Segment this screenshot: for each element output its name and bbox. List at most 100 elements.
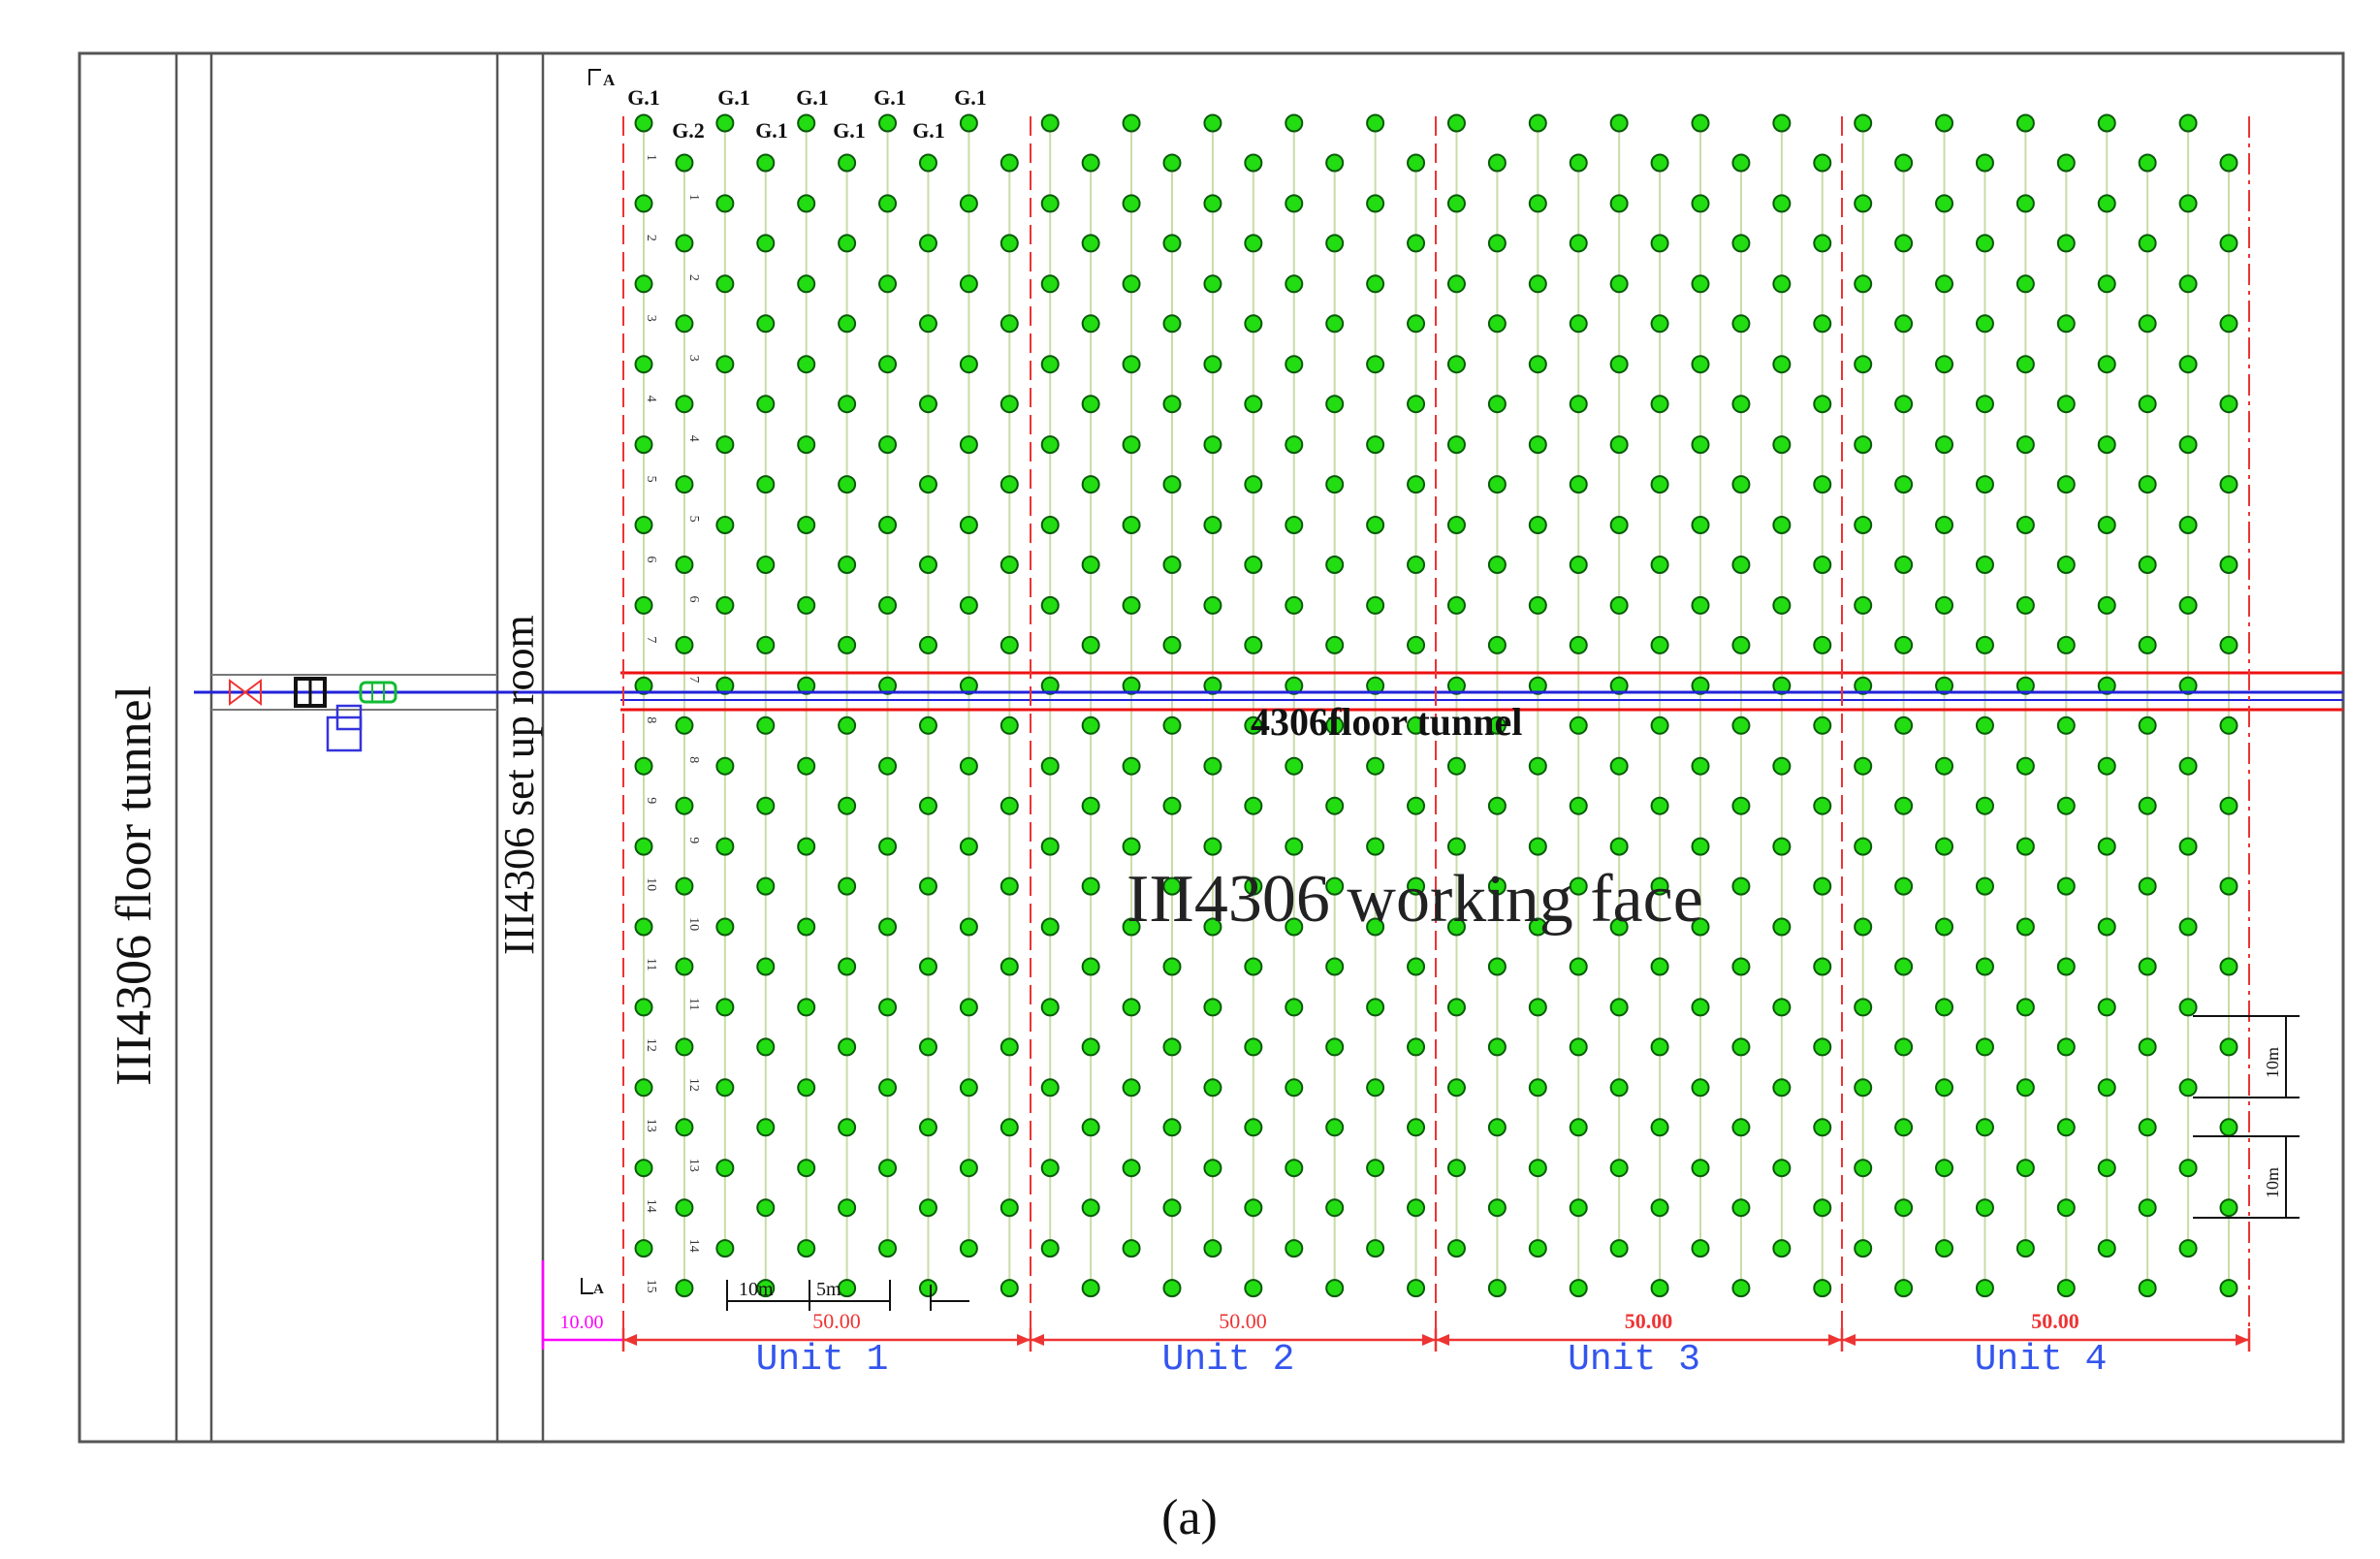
borehole-point	[2097, 1239, 2116, 1258]
borehole-point	[1569, 556, 1588, 574]
borehole-point	[1203, 274, 1222, 294]
borehole-point	[1854, 837, 1873, 856]
borehole-point	[756, 957, 776, 976]
borehole-point	[1894, 395, 1914, 414]
borehole-point	[1325, 1118, 1345, 1137]
borehole-point	[1122, 435, 1141, 455]
borehole-point	[1569, 1037, 1588, 1057]
borehole-point	[1366, 1159, 1385, 1178]
borehole-point	[1244, 1118, 1263, 1137]
borehole-point	[715, 917, 735, 937]
borehole-point	[1650, 1198, 1669, 1218]
borehole-point	[797, 1239, 816, 1258]
borehole-point	[1935, 274, 1954, 294]
borehole-point	[1731, 1037, 1751, 1057]
borehole-point	[715, 676, 735, 695]
borehole-point	[1894, 234, 1914, 253]
borehole-point	[715, 595, 735, 615]
borehole-point	[1040, 274, 1060, 294]
borehole-point	[1000, 1198, 1019, 1218]
borehole-point	[1325, 395, 1345, 414]
borehole-point	[1528, 917, 1547, 937]
borehole-point	[2219, 1037, 2238, 1057]
borehole-point	[878, 1159, 898, 1178]
row-number: 3	[686, 355, 701, 362]
borehole-point	[715, 113, 735, 133]
borehole-point	[2056, 1198, 2076, 1218]
borehole-point	[1285, 1078, 1304, 1098]
borehole-point	[797, 998, 816, 1017]
borehole-point	[1731, 1118, 1751, 1137]
column-label-second: G.1	[912, 118, 945, 143]
borehole-point	[2138, 876, 2157, 896]
row-number: 8	[644, 716, 658, 723]
row-number: 2	[686, 274, 701, 281]
borehole-point	[1407, 1279, 1426, 1298]
borehole-point	[2056, 876, 2076, 896]
borehole-point	[1446, 274, 1466, 294]
borehole-point	[838, 314, 857, 334]
borehole-point	[1040, 113, 1060, 133]
borehole-point	[1854, 274, 1873, 294]
borehole-point	[918, 1198, 937, 1218]
borehole-point	[1569, 635, 1588, 654]
borehole-point	[1854, 998, 1873, 1017]
borehole-point	[1366, 676, 1385, 695]
borehole-point	[1081, 716, 1100, 735]
borehole-point	[918, 957, 937, 976]
borehole-point	[959, 998, 978, 1017]
spacing-b-label: 5m	[816, 1279, 841, 1300]
borehole-point	[2219, 1118, 2238, 1137]
borehole-point	[918, 475, 937, 494]
borehole-point	[1162, 1279, 1182, 1298]
borehole-point	[1569, 234, 1588, 253]
borehole-point	[1935, 113, 1954, 133]
borehole-point	[1854, 516, 1873, 534]
column-label-top: G.1	[796, 85, 829, 110]
borehole-point	[2097, 355, 2116, 374]
borehole-point	[1325, 314, 1345, 334]
borehole-point	[1975, 876, 1994, 896]
borehole-point	[1081, 957, 1100, 976]
borehole-point	[675, 716, 694, 735]
borehole-point	[1650, 1037, 1669, 1057]
borehole-point	[1854, 756, 1873, 776]
borehole-point	[1691, 917, 1710, 937]
borehole-point	[1935, 435, 1954, 455]
borehole-point	[1813, 716, 1832, 735]
borehole-point	[2056, 556, 2076, 574]
borehole-point	[1446, 595, 1466, 615]
left-floor-tunnel-label: III4306 floor tunnel	[107, 685, 162, 1086]
borehole-point	[1122, 756, 1141, 776]
borehole-point	[1325, 796, 1345, 815]
borehole-point	[715, 435, 735, 455]
borehole-point	[918, 635, 937, 654]
borehole-point	[1285, 113, 1304, 133]
borehole-point	[756, 475, 776, 494]
borehole-point	[1569, 475, 1588, 494]
borehole-point	[1650, 475, 1669, 494]
borehole-point	[1366, 113, 1385, 133]
borehole-point	[918, 153, 937, 173]
borehole-point	[1609, 1159, 1629, 1178]
borehole-point	[2097, 1078, 2116, 1098]
borehole-point	[797, 837, 816, 856]
borehole-point	[1244, 1279, 1263, 1298]
borehole-point	[2178, 1159, 2198, 1178]
unit-dimension-label: 50.00	[2031, 1309, 2079, 1333]
borehole-point	[1122, 194, 1141, 213]
borehole-point	[1040, 676, 1060, 695]
borehole-point	[1772, 194, 1792, 213]
borehole-point	[1122, 676, 1141, 695]
borehole-point	[1854, 676, 1873, 695]
borehole-point	[634, 194, 653, 213]
borehole-point	[1731, 1279, 1751, 1298]
borehole-point	[1975, 716, 1994, 735]
borehole-point	[1366, 194, 1385, 213]
borehole-point	[1609, 837, 1629, 856]
borehole-point	[797, 194, 816, 213]
borehole-point	[797, 756, 816, 776]
borehole-point	[1366, 756, 1385, 776]
borehole-point	[1285, 676, 1304, 695]
